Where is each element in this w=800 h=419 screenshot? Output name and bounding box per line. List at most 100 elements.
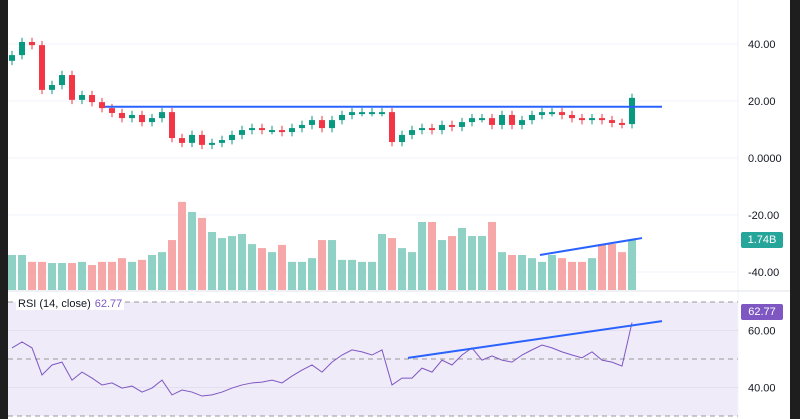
volume-bar: [268, 252, 276, 290]
volume-bar: [348, 259, 356, 290]
volume-bar: [178, 201, 186, 290]
volume-bar: [258, 248, 266, 290]
candle-body: [19, 42, 25, 56]
volume-bar: [338, 259, 346, 290]
candle-body: [109, 108, 115, 113]
candle-body: [179, 138, 185, 143]
candle-body: [249, 128, 255, 131]
candle-body: [629, 97, 635, 125]
volume-bar: [208, 232, 216, 290]
volume-bar: [478, 236, 486, 290]
volume-bar: [408, 252, 416, 290]
volume-bar: [508, 254, 516, 290]
candle-body: [439, 124, 445, 131]
candle-body: [229, 134, 235, 141]
volume-bar: [278, 244, 286, 290]
candle-body: [489, 118, 495, 125]
candle-body: [579, 118, 585, 121]
candle-body: [299, 124, 305, 129]
left-border: [0, 0, 8, 419]
candle-body: [159, 112, 165, 119]
volume-bar: [108, 261, 116, 290]
volume-bar: [228, 236, 236, 290]
volume-bar: [248, 244, 256, 290]
candle-body: [619, 122, 625, 125]
candle-body: [419, 128, 425, 131]
volume-bar: [428, 221, 436, 290]
candle-body: [319, 120, 325, 129]
volume-bar: [378, 234, 386, 290]
candle-body: [559, 112, 565, 115]
price-tick-label: 20.00: [748, 96, 776, 108]
candle-body: [219, 140, 225, 143]
candle-body: [269, 130, 275, 133]
candle-body: [149, 118, 155, 123]
candle-body: [189, 134, 195, 143]
candle-body: [239, 130, 245, 135]
candle-body: [499, 114, 505, 125]
volume-bar: [198, 217, 206, 290]
volume-bar: [578, 261, 586, 290]
volume-bar: [98, 261, 106, 290]
candle-body: [59, 75, 65, 86]
volume-bar: [308, 258, 316, 290]
candle-body: [519, 120, 525, 125]
candle-body: [139, 114, 145, 123]
volume-trendline: [539, 237, 643, 256]
volume-bar: [398, 248, 406, 290]
candle-body: [89, 95, 95, 103]
rsi-legend-label: RSI (14, close): [18, 298, 91, 310]
volume-bar: [148, 254, 156, 290]
volume-bar: [588, 258, 596, 290]
volume-bar: [388, 238, 396, 290]
volume-bar: [368, 261, 376, 290]
candle-body: [129, 114, 135, 119]
candle-body: [259, 128, 265, 131]
volume-bar: [238, 234, 246, 290]
volume-bar: [328, 240, 336, 290]
candle-body: [99, 102, 105, 109]
candle-body: [429, 128, 435, 131]
volume-bar: [488, 221, 496, 290]
candle-body: [49, 85, 55, 90]
volume-bar: [438, 240, 446, 290]
price-tick-label: 0.0000: [748, 153, 782, 165]
candle-body: [309, 120, 315, 125]
candle-body: [469, 118, 475, 123]
candle-body: [39, 45, 45, 90]
candle-body: [359, 112, 365, 115]
volume-bar: [298, 261, 306, 290]
candle-body: [459, 122, 465, 127]
volume-bar: [538, 261, 546, 290]
volume-bar: [138, 259, 146, 290]
volume-bar: [288, 261, 296, 290]
volume-bar: [458, 228, 466, 290]
candle-body: [569, 114, 575, 119]
rsi-tick-label: 60.00: [748, 326, 776, 338]
candle-body: [409, 130, 415, 135]
price-tick-label: 40.00: [748, 39, 776, 51]
volume-bar: [448, 236, 456, 290]
volume-bar: [168, 240, 176, 290]
candle-body: [549, 112, 555, 115]
candle-body: [199, 134, 205, 145]
volume-bar: [318, 240, 326, 290]
candle-body: [9, 55, 15, 61]
volume-bar: [68, 263, 76, 290]
volume-bar: [358, 261, 366, 290]
candle-body: [399, 134, 405, 143]
rsi-tick-label: 40.00: [748, 383, 776, 395]
candle-body: [529, 114, 535, 121]
volume-bar: [608, 244, 616, 290]
rsi-legend-value: 62.77: [94, 298, 123, 310]
volume-bar: [78, 261, 86, 290]
volume-bar: [548, 254, 556, 290]
candle-body: [329, 120, 335, 129]
candle-body: [279, 130, 285, 133]
volume-bar: [88, 265, 96, 290]
volume-bar: [128, 261, 136, 290]
volume-bar: [48, 263, 56, 290]
candle-body: [369, 112, 375, 115]
volume-bar: [558, 258, 566, 290]
